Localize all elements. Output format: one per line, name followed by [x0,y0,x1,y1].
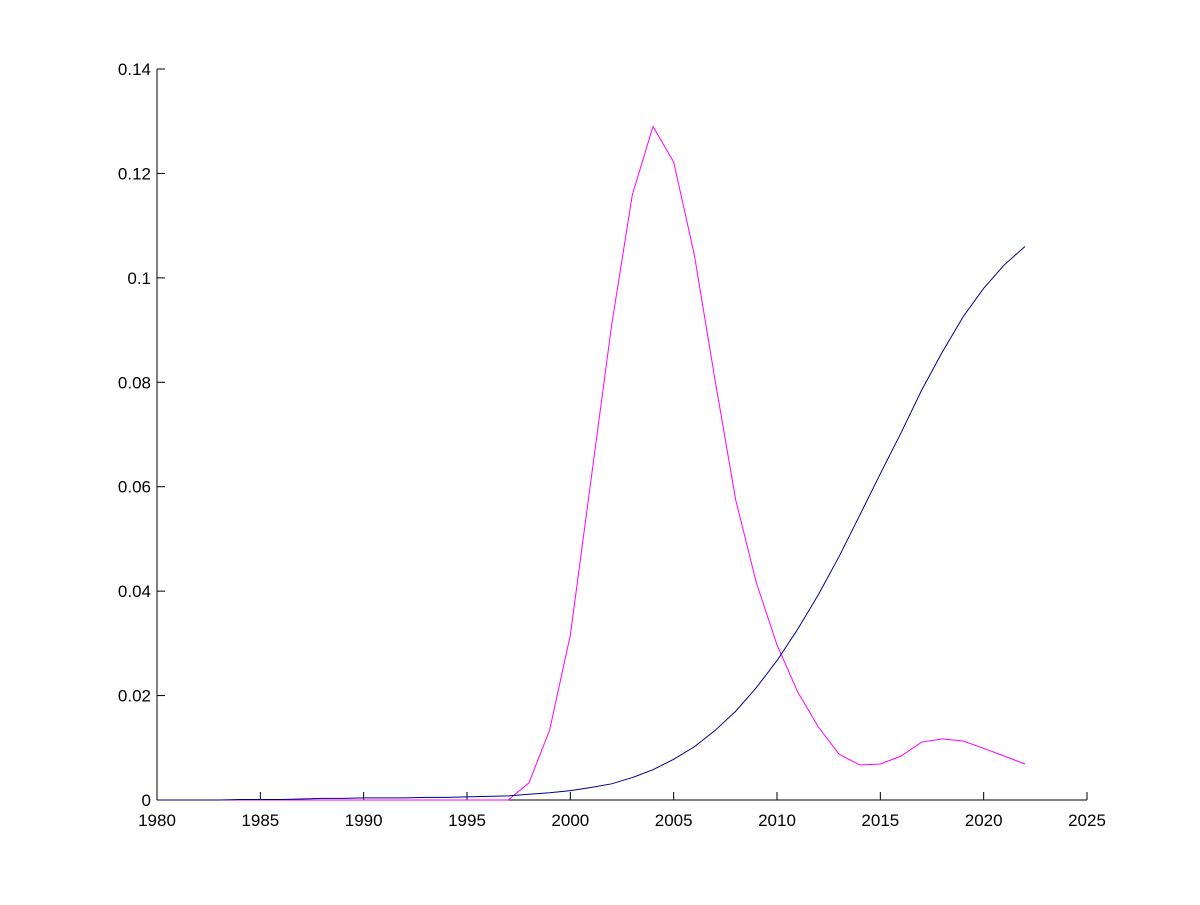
x-tick-label: 2010 [758,811,796,830]
series-line [157,246,1026,801]
x-tick-label: 1995 [448,811,486,830]
x-tick-label: 1990 [345,811,383,830]
x-tick-label: 2000 [551,811,589,830]
x-tick-label: 1985 [241,811,279,830]
x-tick-label: 2015 [861,811,899,830]
y-tick-label: 0.1 [127,269,151,288]
y-tick-label: 0.12 [118,164,151,183]
y-tick-label: 0.08 [118,373,151,392]
y-tick-label: 0.14 [118,60,151,79]
y-tick-label: 0 [142,791,151,810]
x-tick-label: 2025 [1068,811,1106,830]
y-tick-label: 0.02 [118,687,151,706]
y-tick-label: 0.06 [118,478,151,497]
series-line [157,125,1026,801]
x-tick-label: 2005 [655,811,693,830]
y-tick-label: 0.04 [118,582,151,601]
x-tick-label: 1980 [138,811,176,830]
x-tick-label: 2020 [965,811,1003,830]
